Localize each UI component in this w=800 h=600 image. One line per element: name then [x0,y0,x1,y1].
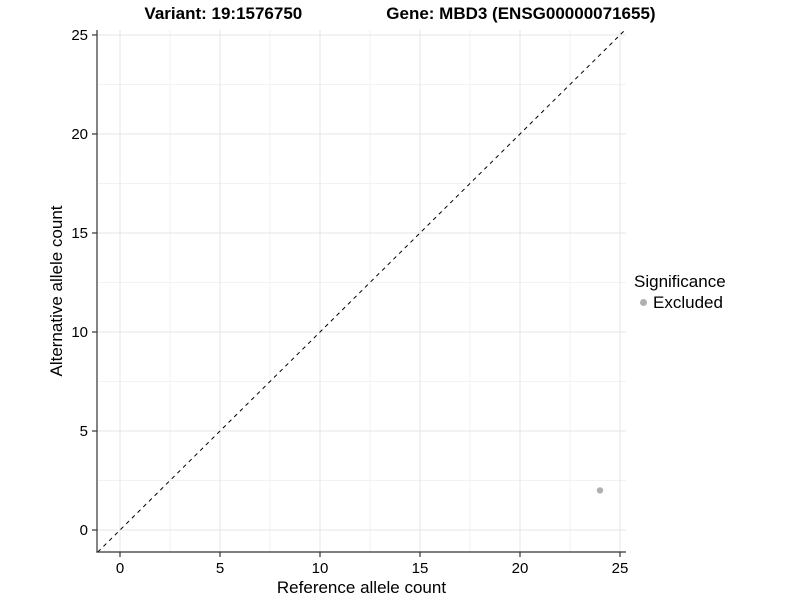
x-tick-label: 10 [312,560,329,577]
y-tick-label: 15 [71,225,88,242]
x-tick-label: 15 [412,560,429,577]
legend-entry-label: Excluded [653,293,723,312]
x-tick-label: 0 [116,560,124,577]
legend: Significance Excluded [634,272,726,312]
x-tick-label: 20 [512,560,529,577]
y-tick-label: 10 [71,324,88,341]
y-tick-label: 0 [80,522,88,539]
legend-title: Significance [634,272,726,291]
x-axis-title: Reference allele count [276,578,447,597]
gene-title: Gene: MBD3 (ENSG00000071655) [386,4,656,23]
legend-point-icon [640,299,647,306]
variant-title: Variant: 19:1576750 [144,4,303,23]
y-tick-label: 20 [71,126,88,143]
y-axis-title: Alternative allele count [47,205,66,377]
y-tick-label: 25 [71,27,88,44]
legend-entry-excluded: Excluded [634,293,726,312]
y-tick-label: 5 [80,423,88,440]
plot-title: Variant: 19:1576750 Gene: MBD3 (ENSG0000… [0,4,800,24]
identity-reference-line [97,29,626,553]
data-point [596,487,604,494]
x-tick-label: 5 [216,560,224,577]
x-tick-label: 25 [612,560,629,577]
